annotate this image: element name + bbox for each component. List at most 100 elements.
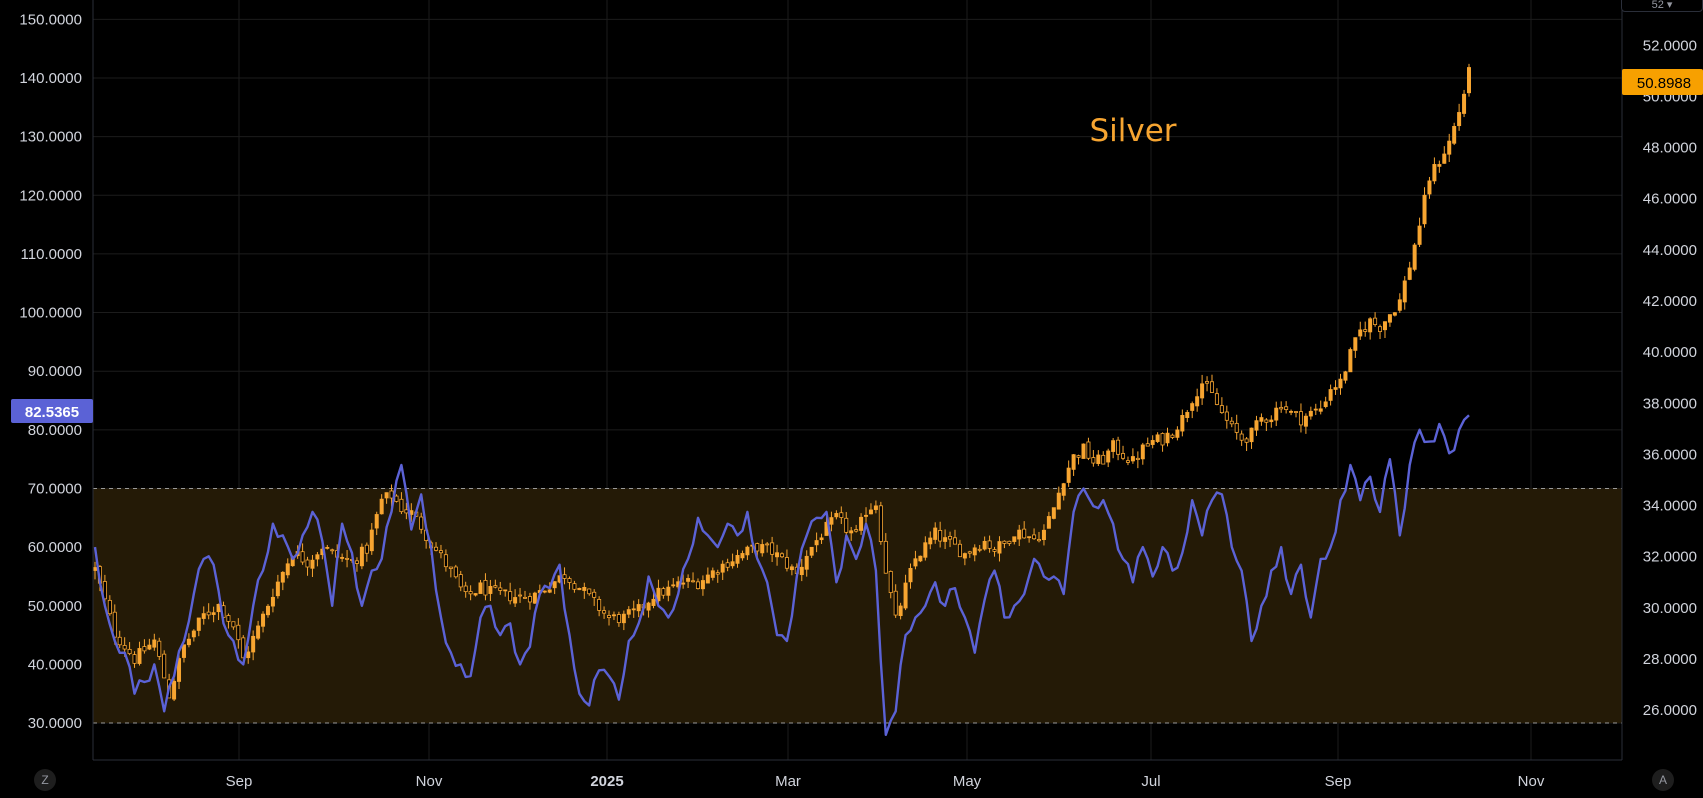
svg-text:50.8988: 50.8988 — [1637, 75, 1691, 92]
candle — [1017, 524, 1022, 546]
candle — [873, 500, 878, 514]
left-tick-label: 110.0000 — [21, 246, 82, 263]
candle — [374, 511, 379, 536]
right-tick-label: 26.0000 — [1643, 702, 1697, 719]
candle — [384, 492, 389, 504]
candle — [1298, 403, 1303, 433]
candle — [300, 543, 305, 565]
candle — [503, 589, 508, 597]
right-tick-label: 30.0000 — [1643, 600, 1697, 617]
candle — [1205, 376, 1210, 392]
candle — [1175, 426, 1180, 441]
candle — [1249, 427, 1254, 449]
candle — [527, 592, 532, 610]
candle — [1234, 414, 1239, 440]
right-tick-label: 32.0000 — [1643, 549, 1697, 566]
candle — [345, 550, 350, 568]
candle — [671, 578, 676, 588]
candle — [1417, 217, 1422, 248]
left-tick-label: 60.0000 — [28, 539, 82, 556]
candle — [330, 548, 335, 555]
candle — [681, 574, 686, 589]
candle — [1155, 432, 1160, 444]
candle — [231, 621, 236, 630]
candle — [656, 579, 661, 605]
candle — [1452, 122, 1457, 146]
candle — [379, 494, 384, 515]
candle — [325, 544, 330, 550]
time-tick-label: Sep — [226, 773, 253, 790]
candle — [1397, 293, 1402, 313]
candle — [508, 582, 513, 605]
candle — [518, 587, 523, 603]
candle — [1407, 261, 1412, 281]
candle — [340, 553, 345, 562]
candle — [695, 578, 700, 590]
candle — [928, 531, 933, 550]
candle — [1269, 415, 1274, 428]
candle — [1180, 409, 1185, 437]
candle — [265, 604, 270, 618]
time-axis[interactable]: Sep Nov 2025 Mar May Jul Sep Nov — [226, 773, 1545, 790]
right-tick-label: 38.0000 — [1643, 395, 1697, 412]
candle — [483, 573, 488, 601]
candle — [1447, 133, 1452, 162]
candle — [1027, 536, 1032, 543]
candle — [1096, 450, 1101, 467]
price-scale-menu-button[interactable]: 52 ▾ — [1621, 0, 1703, 12]
candle — [1462, 89, 1467, 118]
left-tick-label: 100.0000 — [19, 305, 82, 322]
candle — [1041, 524, 1046, 546]
candle — [177, 653, 182, 690]
candle — [1432, 157, 1437, 185]
candle — [285, 558, 290, 579]
candle — [1140, 442, 1145, 465]
candle — [172, 677, 177, 702]
candle — [888, 570, 893, 599]
auto-scale-z-button[interactable]: Z — [34, 769, 56, 791]
candle — [982, 536, 987, 551]
candle — [147, 638, 152, 651]
candle — [868, 503, 873, 515]
candle — [1111, 438, 1116, 459]
ratio-line-series — [93, 414, 1470, 736]
candle — [1185, 409, 1190, 423]
time-tick-label: Jul — [1141, 773, 1160, 790]
candle — [211, 606, 216, 623]
candle — [1116, 436, 1121, 461]
candle — [898, 602, 903, 620]
candle — [1244, 437, 1249, 451]
candle — [854, 524, 859, 533]
candle — [1338, 373, 1343, 395]
candle — [493, 579, 498, 589]
candle — [834, 510, 839, 520]
time-tick-label: Nov — [416, 773, 443, 790]
candle — [755, 542, 760, 557]
candle — [315, 552, 320, 567]
time-tick-label: Mar — [775, 773, 801, 790]
silver-annotation: Silver — [1089, 113, 1176, 149]
candle — [1165, 427, 1170, 447]
candle — [206, 603, 211, 620]
left-tick-label: 120.0000 — [19, 187, 82, 204]
candle — [1457, 103, 1462, 131]
candle — [1239, 430, 1244, 446]
candle — [859, 513, 864, 535]
candle — [1056, 486, 1061, 510]
candle — [780, 552, 785, 559]
candle — [1323, 396, 1328, 409]
range-band — [93, 488, 1622, 724]
candle — [849, 526, 854, 541]
candle — [246, 646, 251, 664]
candle — [893, 584, 898, 618]
candle — [602, 606, 607, 619]
candle — [864, 507, 869, 525]
candle — [700, 575, 705, 596]
right-tick-label: 36.0000 — [1643, 446, 1697, 463]
auto-scale-a-button[interactable]: A — [1652, 769, 1674, 791]
candle — [1066, 460, 1071, 487]
candle — [1071, 454, 1076, 476]
candle — [1061, 482, 1066, 501]
candle — [369, 523, 374, 555]
